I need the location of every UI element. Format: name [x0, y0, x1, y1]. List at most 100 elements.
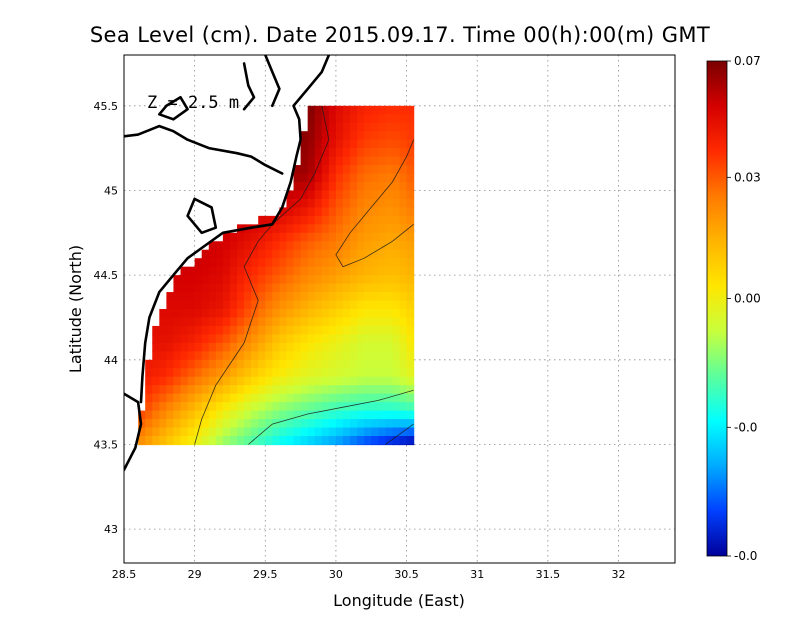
field-cell — [300, 148, 309, 158]
field-cell — [307, 309, 316, 319]
field-cell — [335, 317, 344, 327]
field-cell — [314, 359, 323, 369]
field-cell — [350, 419, 358, 429]
field-cell — [371, 190, 379, 200]
field-cell — [314, 148, 323, 158]
field-cell — [378, 309, 386, 319]
field-cell — [286, 427, 295, 437]
field-cell — [406, 325, 415, 336]
field-cell — [187, 317, 196, 327]
field-cell — [222, 232, 231, 242]
field-cell — [222, 393, 231, 403]
contour-line — [385, 423, 414, 445]
field-cell — [307, 139, 316, 149]
field-cell — [314, 114, 323, 124]
field-cell — [222, 419, 231, 429]
field-cell — [328, 148, 337, 158]
field-cell — [251, 266, 259, 276]
field-cell — [229, 232, 238, 242]
field-cell — [279, 359, 288, 369]
field-cell — [187, 283, 196, 293]
field-cell — [321, 283, 330, 293]
field-cell — [364, 410, 372, 420]
field-cell — [371, 173, 379, 183]
field-cell — [392, 300, 401, 310]
field-cell — [342, 182, 351, 192]
field-cell — [392, 190, 401, 200]
field-cell — [335, 249, 344, 259]
field-cell — [335, 309, 344, 319]
field-cell — [350, 325, 358, 336]
x-tick-label: 28.5 — [112, 568, 137, 581]
field-cell — [392, 351, 401, 361]
field-cell — [378, 249, 386, 259]
field-cell — [328, 131, 337, 141]
field-cell — [399, 131, 408, 141]
field-cell — [229, 359, 238, 369]
field-cell — [350, 131, 358, 141]
field-cell — [194, 436, 203, 446]
field-cell — [342, 351, 351, 361]
field-cell — [244, 249, 252, 259]
field-cell — [321, 444, 330, 446]
field-cell — [378, 368, 386, 378]
field-cell — [194, 309, 203, 319]
field-cell — [399, 105, 408, 115]
field-cell — [194, 410, 203, 420]
field-cell — [371, 131, 379, 141]
field-cell — [286, 385, 295, 395]
field-cell — [265, 444, 273, 446]
field-cell — [321, 165, 330, 175]
field-cell — [399, 215, 408, 225]
field-cell — [392, 317, 401, 327]
field-cell — [229, 300, 238, 310]
field-cell — [286, 334, 295, 344]
field-cell — [321, 241, 330, 251]
field-cell — [180, 359, 189, 369]
field-cell — [300, 275, 309, 285]
field-cell — [392, 131, 401, 141]
field-cell — [328, 241, 337, 251]
field-cell — [145, 368, 153, 378]
field-cell — [258, 436, 266, 446]
field-cell — [399, 410, 408, 420]
field-cell — [258, 351, 266, 361]
field-cell — [201, 275, 210, 285]
field-cell — [187, 410, 196, 420]
field-cell — [194, 258, 203, 268]
field-cell — [335, 376, 344, 386]
field-cell — [364, 325, 372, 336]
field-cell — [229, 309, 238, 319]
field-cell — [187, 342, 196, 352]
field-cell — [300, 224, 309, 234]
field-cell — [406, 342, 415, 352]
field-cell — [364, 402, 372, 412]
field-cell — [286, 224, 295, 234]
x-tick-label: 31.5 — [536, 568, 561, 581]
field-cell — [399, 359, 408, 369]
field-cell — [293, 300, 302, 310]
field-cell — [286, 300, 295, 310]
field-cell — [364, 232, 372, 242]
field-cell — [378, 131, 386, 141]
field-cell — [286, 258, 295, 268]
colorbar-tick-label: -0.0 — [734, 549, 757, 563]
field-cell — [399, 232, 408, 242]
field-cell — [251, 410, 259, 420]
field-cell — [173, 402, 182, 412]
field-cell — [392, 114, 401, 124]
contour-line — [248, 389, 414, 445]
field-cell — [357, 258, 365, 268]
field-cell — [406, 148, 415, 158]
field-cell — [385, 215, 394, 225]
field-cell — [371, 300, 379, 310]
field-cell — [208, 342, 217, 352]
field-cell — [371, 376, 379, 386]
field-cell — [385, 410, 394, 420]
field-cell — [385, 300, 394, 310]
field-cell — [286, 342, 295, 352]
field-cell — [286, 249, 295, 259]
field-cell — [300, 258, 309, 268]
field-cell — [251, 393, 259, 403]
field-cell — [378, 334, 386, 344]
